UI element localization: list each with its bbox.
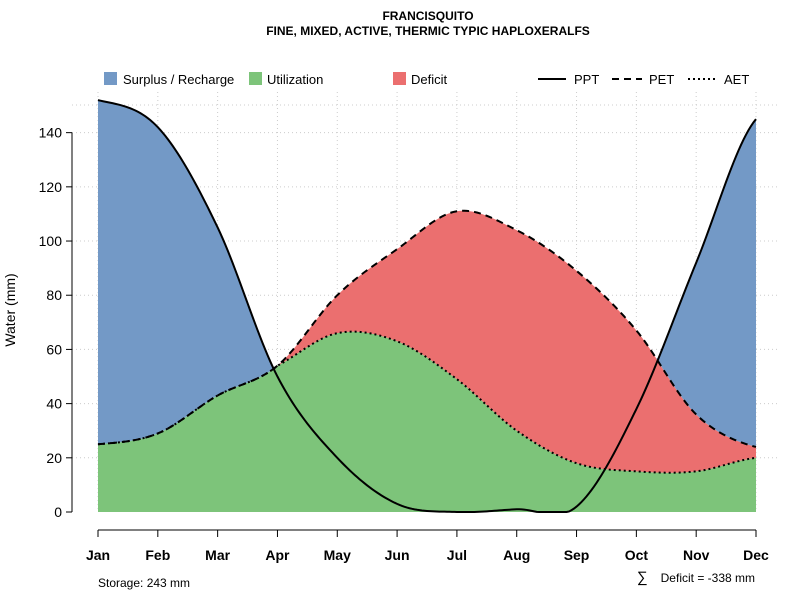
series-line-ppt xyxy=(97,99,757,513)
legend-label-deficit: Deficit xyxy=(411,72,448,87)
y-tick-label: 60 xyxy=(46,341,62,357)
x-tick-label-may: May xyxy=(324,547,351,563)
y-tick-label: 40 xyxy=(46,396,62,412)
y-tick-label: 80 xyxy=(46,287,62,303)
x-tick-label-dec: Dec xyxy=(743,547,769,563)
y-tick-label: 0 xyxy=(54,504,62,520)
plot-area: 0 20 40 60 80 100 120 140 Jan Feb Mar Apr May Jun Jul A… xyxy=(39,92,778,563)
storage-note: Storage: 243 mm xyxy=(98,576,190,590)
y-tick-label: 100 xyxy=(39,233,63,249)
x-tick-label-jul: Jul xyxy=(447,547,467,563)
x-tick-label-feb: Feb xyxy=(145,547,170,563)
y-tick-label: 120 xyxy=(39,179,63,195)
y-tick-label: 20 xyxy=(46,450,62,466)
x-tick-label-sep: Sep xyxy=(564,547,590,563)
x-tick-label-apr: Apr xyxy=(265,547,290,563)
chart-subtitle: FINE, MIXED, ACTIVE, THERMIC TYPIC HAPLO… xyxy=(266,24,590,38)
x-tick-label-jun: Jun xyxy=(385,547,410,563)
area-deficit xyxy=(98,210,756,473)
legend-swatch-surplus xyxy=(104,72,117,85)
x-tick-label-nov: Nov xyxy=(683,547,710,563)
y-axis-label: Water (mm) xyxy=(2,273,18,346)
chart-title: FRANCISQUITO xyxy=(382,9,473,23)
legend: Surplus / Recharge Utilization Deficit P… xyxy=(104,72,749,87)
x-axis: Jan Feb Mar Apr May Jun Jul Aug Sep Oct Nov Dec xyxy=(86,529,769,563)
legend-label-surplus: Surplus / Recharge xyxy=(123,72,234,87)
legend-swatch-utilization xyxy=(249,72,262,85)
legend-swatch-deficit xyxy=(393,72,406,85)
x-tick-label-mar: Mar xyxy=(205,547,230,563)
y-tick-label: 140 xyxy=(39,125,63,141)
series-line-aet xyxy=(97,330,757,474)
x-tick-label-aug: Aug xyxy=(503,547,530,563)
legend-label-utilization: Utilization xyxy=(267,72,323,87)
legend-label-aet: AET xyxy=(724,72,749,87)
x-tick-label-jan: Jan xyxy=(86,547,110,563)
deficit-note: Deficit = -338 mm xyxy=(661,571,755,585)
y-axis: 0 20 40 60 80 100 120 140 xyxy=(39,125,73,520)
x-tick-label-oct: Oct xyxy=(625,547,649,563)
legend-label-ppt: PPT xyxy=(574,72,599,87)
area-surplus-recharge xyxy=(98,100,756,447)
legend-label-pet: PET xyxy=(649,72,674,87)
deficit-sum-symbol: ∑ xyxy=(637,569,648,586)
